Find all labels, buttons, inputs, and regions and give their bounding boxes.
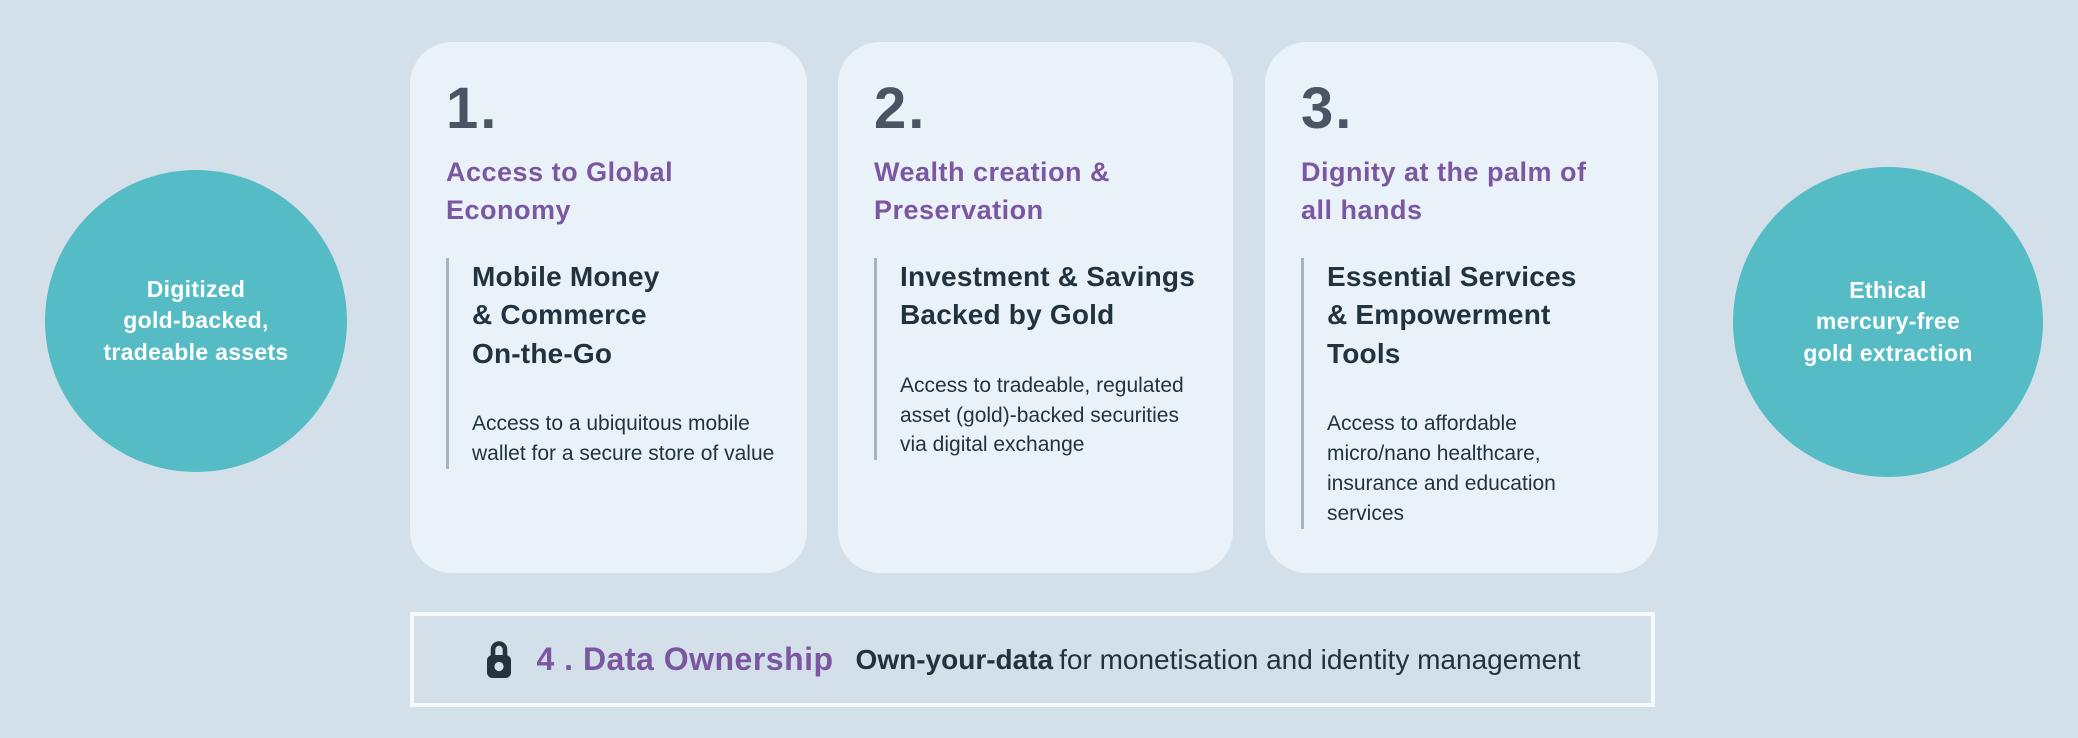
- left-circle-label: Digitized gold-backed, tradeable assets: [103, 276, 289, 365]
- card-body-text: Access to affordable micro/nano healthca…: [1327, 412, 1556, 525]
- card-title: Wealth creation & Preservation: [874, 157, 1111, 225]
- left-circle-digitized-assets: Digitized gold-backed, tradeable assets: [45, 170, 347, 472]
- card-detail-block: Essential Services & Empowerment Tools A…: [1301, 257, 1626, 529]
- card-body-text: Access to a ubiquitous mobile wallet for…: [472, 412, 775, 466]
- card-subtitle: Essential Services & Empowerment Tools: [1327, 260, 1577, 369]
- footer-description: Own-your-data for monetisation and identi…: [856, 644, 1581, 676]
- data-ownership-bar: 4 . Data Ownership Own-your-data for mone…: [410, 612, 1655, 707]
- footer-data-ownership-label: 4 . Data Ownership: [536, 641, 834, 677]
- card-detail-block: Investment & Savings Backed by Gold Acce…: [874, 257, 1201, 461]
- card-subtitle: Mobile Money & Commerce On-the-Go: [472, 260, 660, 369]
- card-detail-block: Mobile Money & Commerce On-the-Go Access…: [446, 257, 775, 470]
- footer-own-your-data: Own-your-data: [855, 643, 1054, 675]
- card-subtitle: Investment & Savings Backed by Gold: [900, 260, 1195, 331]
- card-dignity-palm-of-all-hands: 3. Dignity at the palm of all hands Esse…: [1265, 42, 1658, 573]
- card-number: 1.: [446, 76, 499, 141]
- footer-description-rest: for monetisation and identity management: [1059, 643, 1581, 675]
- right-circle-ethical-extraction: Ethical mercury-free gold extraction: [1733, 167, 2043, 477]
- card-number: 3.: [1301, 76, 1354, 141]
- card-title: Dignity at the palm of all hands: [1301, 157, 1587, 225]
- lock-icon: [484, 639, 514, 681]
- card-title: Access to Global Economy: [446, 157, 674, 225]
- right-circle-label: Ethical mercury-free gold extraction: [1803, 277, 1973, 366]
- card-access-to-global-economy: 1. Access to Global Economy Mobile Money…: [410, 42, 807, 573]
- card-body-text: Access to tradeable, regulated asset (go…: [900, 373, 1184, 457]
- card-wealth-creation-preservation: 2. Wealth creation & Preservation Invest…: [838, 42, 1233, 573]
- card-number: 2.: [874, 76, 927, 141]
